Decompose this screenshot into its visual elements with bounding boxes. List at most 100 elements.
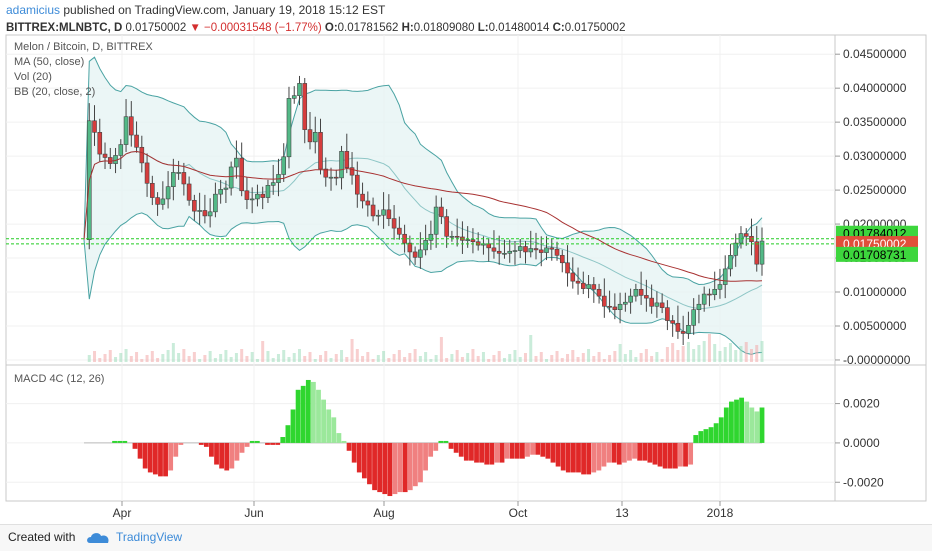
volume-bar	[361, 356, 365, 362]
candle-body	[234, 157, 239, 168]
macd-bar	[708, 427, 714, 443]
candle-body	[118, 144, 124, 156]
volume-bar	[261, 341, 265, 362]
volume-bar	[650, 356, 654, 362]
legend-bb[interactable]: BB (20, close, 2)	[14, 86, 95, 98]
macd-tick-label: 0.0020	[843, 397, 880, 411]
volume-bar	[303, 356, 307, 362]
volume-bar	[124, 349, 128, 362]
volume-bar	[466, 353, 470, 362]
macd-bar	[621, 442, 627, 463]
time-tick-label: Aug	[373, 506, 394, 520]
macd-bar	[361, 442, 367, 479]
volume-bar	[713, 344, 717, 362]
candle-body	[612, 306, 618, 310]
volume-bar	[329, 358, 333, 362]
volume-bar	[592, 356, 596, 362]
candle-body	[150, 182, 155, 198]
candle-body	[454, 235, 460, 238]
macd-bar	[310, 381, 316, 443]
volume-bar	[150, 351, 154, 362]
macd-bar	[550, 442, 556, 463]
volume-bar	[728, 343, 732, 362]
legend-ma[interactable]: MA (50, close)	[14, 56, 84, 68]
macd-bar	[458, 442, 464, 457]
price-tick-label: 0.04000000	[843, 81, 907, 95]
macd-bar	[530, 442, 536, 455]
volume-bar	[114, 357, 118, 362]
legend-macd[interactable]: MACD 4C (12, 26)	[14, 373, 104, 385]
macd-bar	[463, 442, 469, 461]
volume-bar	[739, 346, 743, 362]
candle-body	[381, 209, 386, 216]
volume-bar	[424, 352, 428, 362]
candle-body	[759, 240, 765, 265]
candle-body	[728, 255, 733, 270]
macd-bar	[428, 442, 434, 457]
volume-bar	[350, 339, 354, 362]
candle-body	[686, 325, 691, 334]
macd-bar	[336, 433, 342, 443]
candle-body	[691, 309, 696, 326]
candle-body	[355, 174, 360, 195]
macd-bar	[652, 442, 658, 465]
candle-body	[743, 233, 749, 237]
candle-body	[228, 166, 234, 189]
volume-bar	[539, 352, 543, 362]
author-link[interactable]: adamicius	[6, 3, 61, 17]
close-label: C:	[552, 22, 565, 34]
volume-bar	[308, 352, 312, 362]
volume-bar	[266, 351, 270, 362]
candle-body	[528, 248, 534, 253]
volume-bar	[140, 359, 144, 362]
macd-bar	[744, 401, 750, 443]
macd-bar	[275, 442, 281, 445]
volume-bar	[723, 347, 727, 362]
candle-body	[260, 193, 265, 198]
macd-axis[interactable]: 0.0020 0.0000 -0.0020	[835, 397, 884, 490]
macd-bar	[244, 442, 250, 447]
macd-bar	[387, 442, 393, 497]
candle-body	[586, 284, 591, 289]
candle-body	[533, 248, 539, 251]
candle-body	[418, 249, 423, 258]
bollinger-bands	[83, 56, 763, 355]
volume-bar	[550, 355, 554, 362]
candle-body	[165, 186, 171, 200]
candle-body	[754, 241, 760, 265]
macd-bar	[729, 401, 734, 443]
macd-bar	[520, 442, 525, 459]
candle-body	[502, 252, 507, 255]
candle-body	[123, 116, 129, 145]
macd-bar	[693, 435, 699, 443]
volume-bar	[371, 359, 375, 362]
macd-bar	[219, 442, 225, 469]
candle-body	[160, 198, 166, 205]
chart-canvas[interactable]: 0.04500000 0.04000000 0.03500000 0.03000000…	[0, 0, 932, 524]
macd-bar	[377, 442, 383, 493]
macd-bar	[642, 442, 648, 461]
volume-bar	[676, 350, 680, 362]
volume-bar	[665, 347, 669, 362]
macd-bar	[632, 442, 637, 459]
volume-bar	[597, 352, 601, 362]
macd-tick-label: -0.0020	[843, 475, 884, 489]
legend-title[interactable]: Melon / Bitcoin, D, BITTREX	[14, 41, 153, 53]
macd-bar	[112, 440, 117, 443]
candle-body	[207, 211, 213, 217]
candle-body	[570, 272, 576, 282]
macd-bar	[448, 442, 454, 449]
volume-bar	[229, 357, 233, 362]
price-axis[interactable]: 0.04500000 0.04000000 0.03500000 0.03000000…	[835, 47, 911, 367]
candle-body	[623, 301, 628, 305]
volume-bar	[734, 350, 738, 362]
legend-vol[interactable]: Vol (20)	[14, 71, 52, 83]
candle-body	[323, 168, 329, 178]
time-axis[interactable]: Apr Jun Aug Oct 13 2018	[113, 501, 734, 520]
bb-fill	[84, 57, 762, 355]
macd-bar	[591, 442, 597, 473]
candle-body	[291, 95, 297, 99]
time-tick-label: Apr	[113, 506, 132, 520]
tradingview-logo-text[interactable]: TradingView	[116, 530, 183, 544]
volume-bar	[692, 349, 696, 362]
